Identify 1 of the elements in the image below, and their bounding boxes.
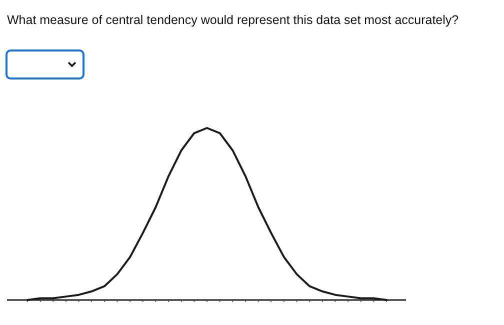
- chart-title: What measure of central tendency would represent this data set most accurately?: [7, 13, 459, 27]
